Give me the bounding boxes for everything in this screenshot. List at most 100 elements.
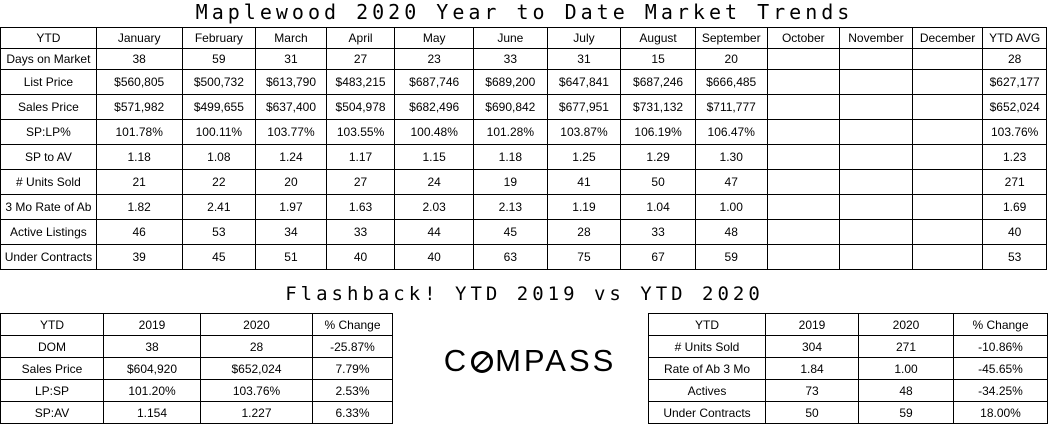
row-label: SP:AV [0, 401, 104, 424]
table-cell [911, 144, 984, 170]
column-header: August [620, 27, 696, 49]
table-row: SP:AV 1.154 1.227 6.33% [0, 401, 393, 424]
table-cell: 44 [394, 219, 475, 245]
table-cell: $666,485 [694, 69, 768, 95]
table-cell: 53 [982, 244, 1047, 270]
table-cell [766, 144, 841, 170]
row-label: LP:SP [0, 379, 104, 402]
table-cell [839, 94, 913, 120]
table-cell: 2.13 [473, 194, 548, 220]
table-cell [766, 169, 841, 195]
table-cell: $652,024 [982, 94, 1047, 120]
table-cell: 1.29 [620, 144, 696, 170]
table-cell [766, 48, 841, 70]
table-cell: $613,790 [255, 69, 327, 95]
column-header: % Change [953, 313, 1048, 336]
table-cell [766, 194, 841, 220]
table-cell: 75 [546, 244, 622, 270]
row-label: 3 Mo Rate of Ab [0, 194, 97, 220]
table-cell: $647,841 [546, 69, 622, 95]
column-header: 2019 [103, 313, 201, 336]
table-cell: 40 [982, 219, 1047, 245]
column-header: June [473, 27, 548, 49]
row-label: Sales Price [0, 94, 97, 120]
table-cell: 1.30 [694, 144, 768, 170]
section-subtitle: Flashback! YTD 2019 vs YTD 2020 [285, 283, 764, 305]
table-cell: 22 [181, 169, 257, 195]
table-cell: 106.19% [620, 119, 696, 145]
table-row: Active Listings 46 53 34 33 44 45 28 33 48 40 [0, 219, 1047, 245]
table-cell: 15 [620, 48, 696, 70]
row-label: Actives [648, 379, 766, 402]
table-cell [911, 169, 984, 195]
table-cell: 47 [694, 169, 768, 195]
table-cell: 45 [473, 219, 548, 245]
table-cell: 1.08 [181, 144, 257, 170]
table-cell [839, 169, 913, 195]
table-cell [839, 119, 913, 145]
table-row: Sales Price $604,920 $652,024 7.79% [0, 357, 393, 380]
table-cell: 100.48% [394, 119, 475, 145]
table-cell: 40 [325, 244, 396, 270]
column-header: October [766, 27, 841, 49]
table-cell: 50 [765, 401, 859, 424]
table-row: Under Contracts 50 59 18.00% [648, 401, 1048, 424]
table-cell [839, 244, 913, 270]
row-label: SP:LP% [0, 119, 97, 145]
table-cell: 27 [325, 48, 396, 70]
table-cell: 1.04 [620, 194, 696, 220]
row-label: Days on Market [0, 48, 97, 70]
table-row: Under Contracts 39 45 51 40 40 63 75 67 59 53 [0, 244, 1047, 270]
table-cell: 39 [95, 244, 183, 270]
table-cell: 48 [858, 379, 954, 402]
column-header: December [911, 27, 984, 49]
table-row: Sales Price $571,982 $499,655 $637,400 $504,… [0, 94, 1047, 120]
table-cell: 1.00 [694, 194, 768, 220]
table-cell: 1.84 [765, 357, 859, 380]
table-cell: 1.00 [858, 357, 954, 380]
logo-mpass: MPASS [495, 343, 617, 378]
table-cell: 106.47% [694, 119, 768, 145]
table-cell: 1.18 [95, 144, 183, 170]
table-cell: $483,215 [325, 69, 396, 95]
table-cell: 34 [255, 219, 327, 245]
row-label: SP to AV [0, 144, 97, 170]
table-cell: 20 [255, 169, 327, 195]
table-cell: 33 [325, 219, 396, 245]
table-row: Rate of Ab 3 Mo 1.84 1.00 -45.65% [648, 357, 1048, 380]
column-header: March [255, 27, 327, 49]
table-cell: 48 [694, 219, 768, 245]
table-cell [839, 69, 913, 95]
column-header: % Change [312, 313, 393, 336]
table-cell: 27 [325, 169, 396, 195]
table-cell: $499,655 [181, 94, 257, 120]
table-cell [839, 194, 913, 220]
table-cell: 59 [858, 401, 954, 424]
table-cell: 18.00% [953, 401, 1048, 424]
header-row: YTD January February March April May June July A… [0, 27, 1047, 49]
table-cell [911, 94, 984, 120]
column-header: April [325, 27, 396, 49]
table-row: 3 Mo Rate of Ab 1.82 2.41 1.97 1.63 2.03 2.13 1… [0, 194, 1047, 220]
table-cell: $571,982 [95, 94, 183, 120]
table-cell: 38 [95, 48, 183, 70]
table-cell: 304 [765, 335, 859, 358]
table-cell: 19 [473, 169, 548, 195]
compass-o-icon [471, 351, 494, 373]
column-header: February [181, 27, 257, 49]
table-cell: 28 [200, 335, 313, 358]
table-cell: 103.77% [255, 119, 327, 145]
table-cell: 271 [982, 169, 1047, 195]
table-cell: 50 [620, 169, 696, 195]
column-header: January [95, 27, 183, 49]
table-cell: $637,400 [255, 94, 327, 120]
table-cell [839, 144, 913, 170]
table-cell: 1.69 [982, 194, 1047, 220]
table-cell: -45.65% [953, 357, 1048, 380]
table-cell: 24 [394, 169, 475, 195]
table-cell: 1.227 [200, 401, 313, 424]
table-cell: 101.20% [103, 379, 201, 402]
table-cell [911, 194, 984, 220]
table-cell [766, 244, 841, 270]
table-cell: 1.25 [546, 144, 622, 170]
